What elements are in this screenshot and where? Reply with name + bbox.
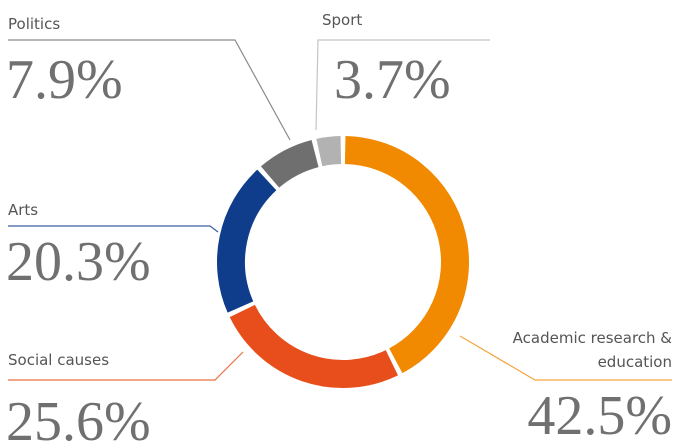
category-label: Arts (8, 201, 39, 219)
category-label: Politics (8, 15, 61, 33)
value-label: 20.3% (6, 231, 151, 293)
donut-segment (260, 139, 320, 188)
value-label: 3.7% (334, 49, 451, 111)
value-label: 42.5% (527, 385, 672, 441)
leader-line (8, 39, 291, 141)
leader-line (315, 39, 490, 131)
category-label: Social causes (8, 351, 110, 369)
donut-segment (229, 304, 398, 388)
category-label: Sport (322, 11, 363, 29)
leader-line (8, 351, 244, 381)
donut-segment (316, 136, 342, 167)
value-label: 25.6% (6, 391, 151, 441)
value-label: 7.9% (6, 49, 123, 111)
leader-line (8, 225, 219, 233)
category-label: Academic research & education (512, 329, 672, 371)
donut-segment (217, 169, 277, 313)
leader-line (459, 335, 672, 381)
donut-segment (344, 136, 469, 374)
